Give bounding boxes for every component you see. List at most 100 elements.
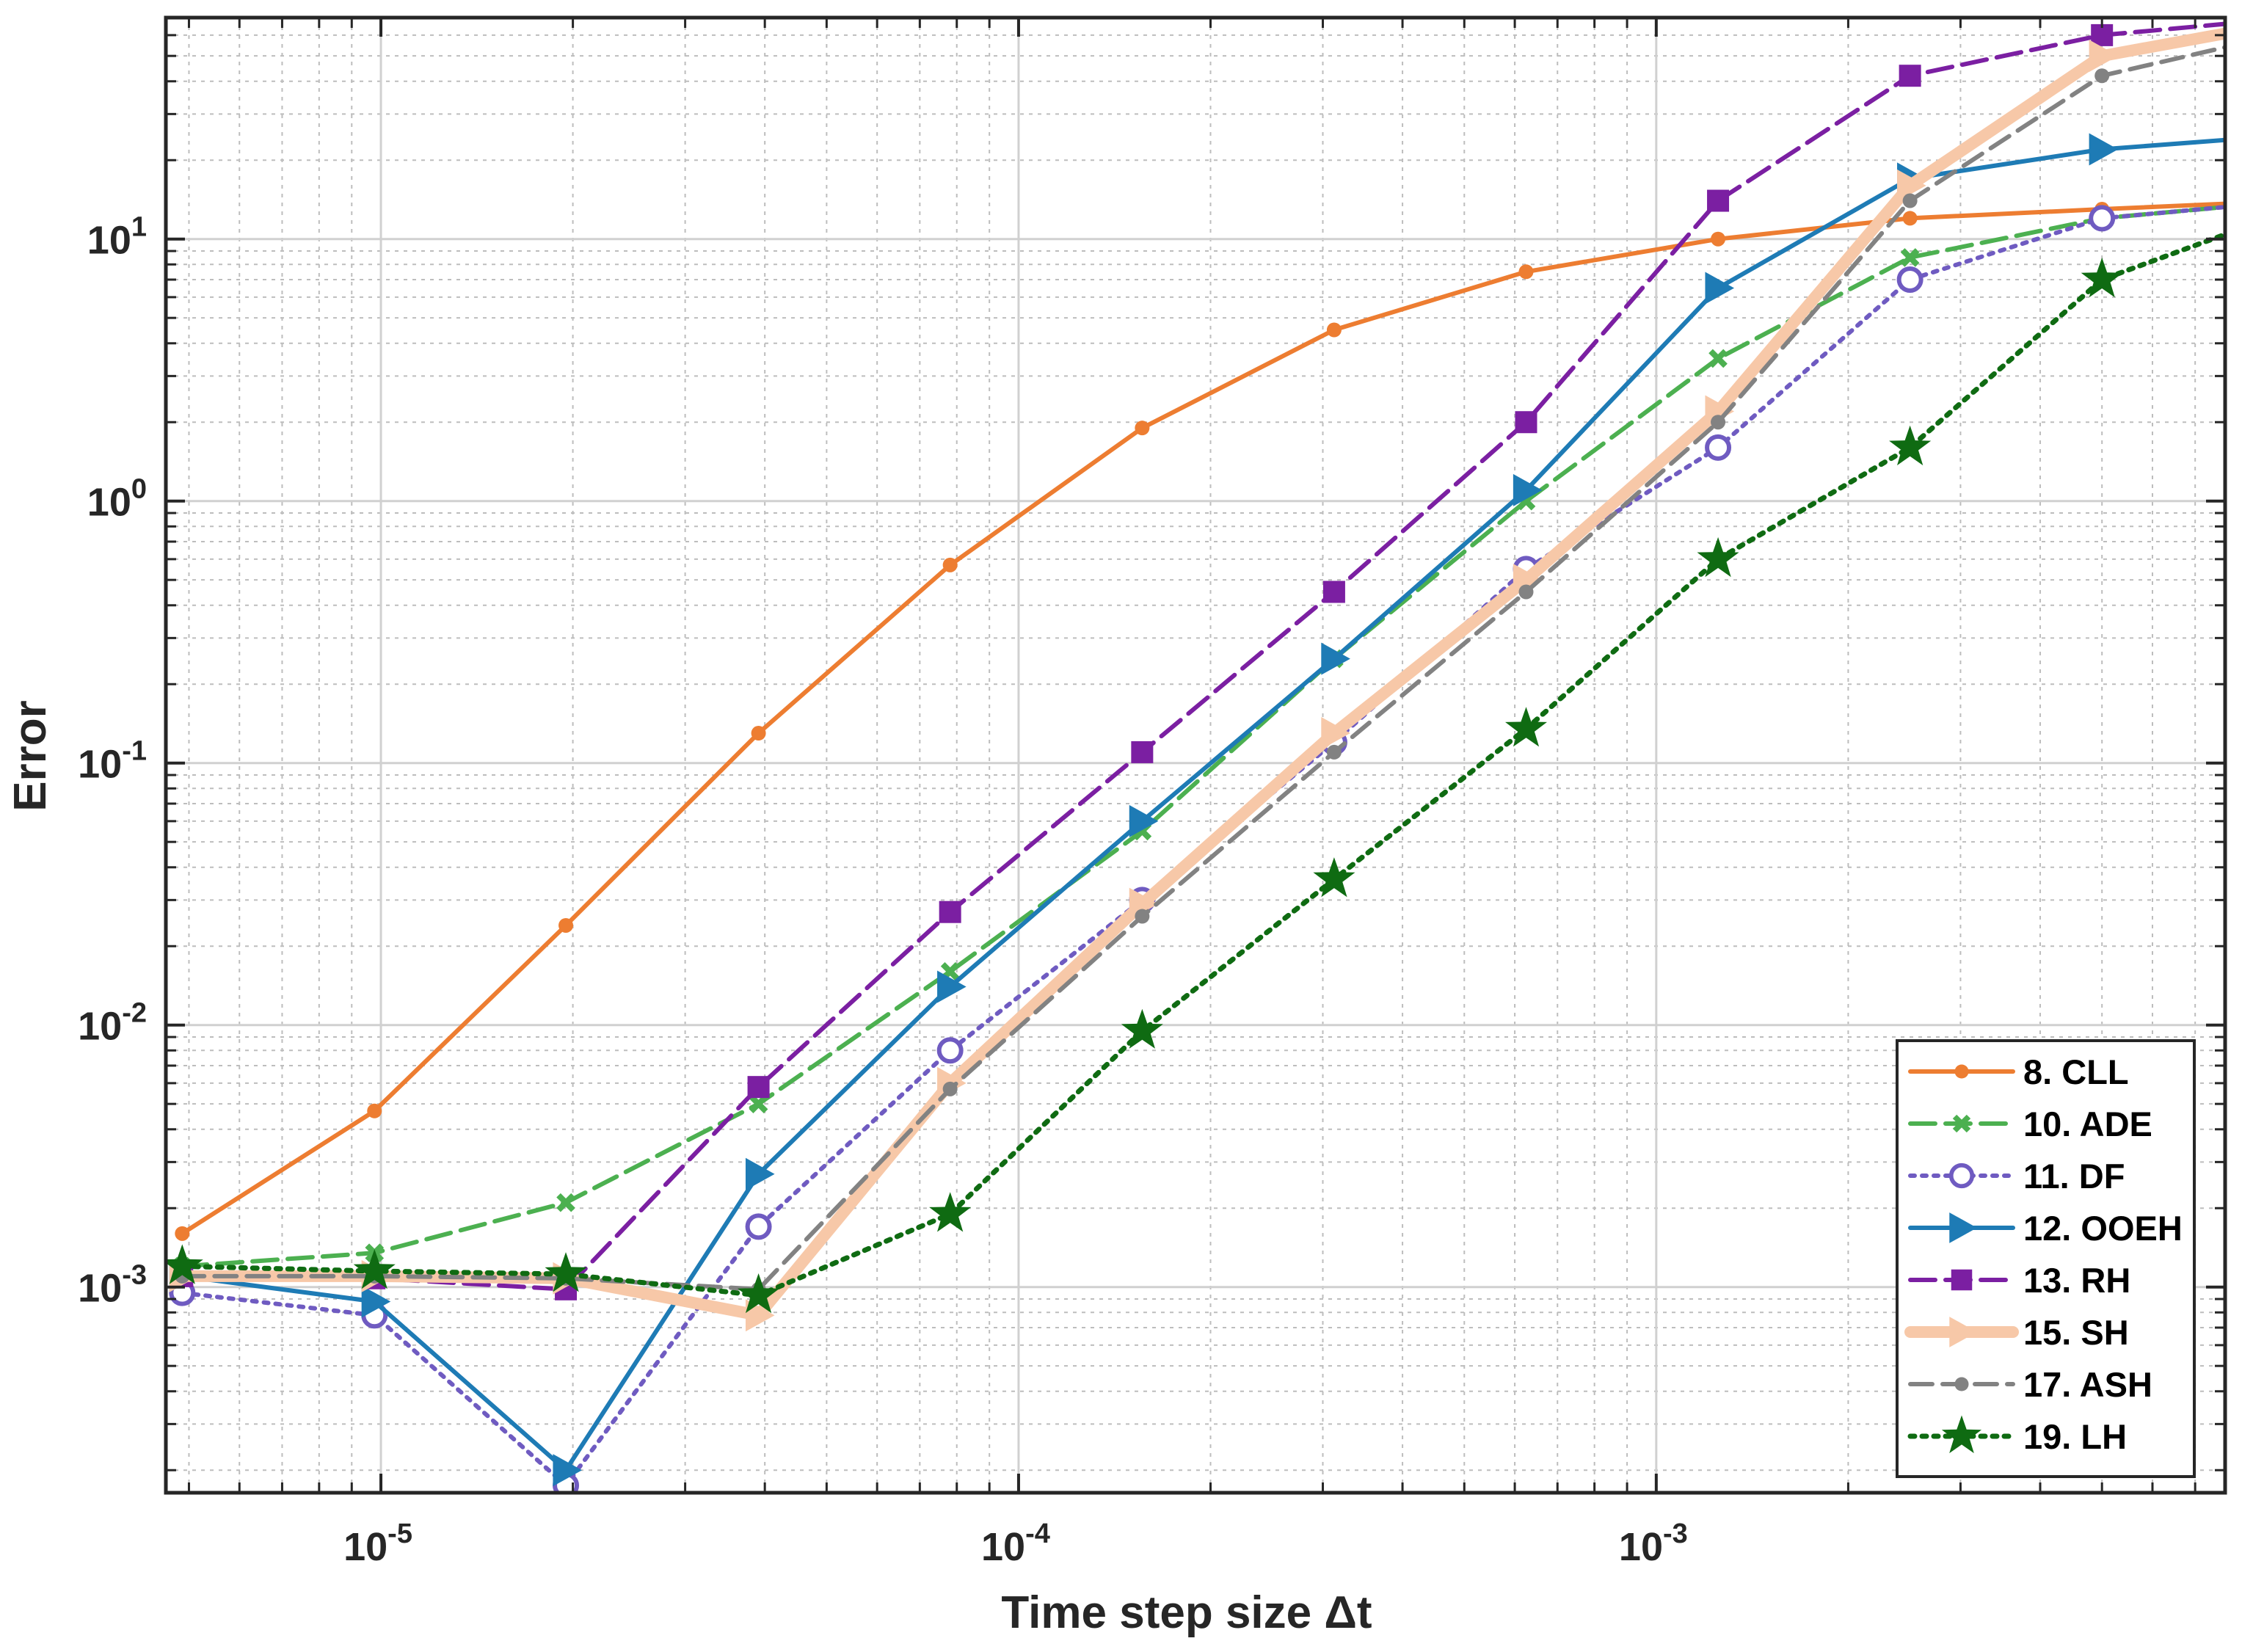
legend-label: 8. CLL — [2023, 1052, 2129, 1091]
data-point — [1954, 1064, 1969, 1079]
x-tick-label: 10-4 — [981, 1518, 1050, 1569]
data-point — [2094, 68, 2110, 84]
data-point — [1321, 642, 1350, 675]
data-point-stroke — [749, 1094, 768, 1113]
data-point — [1952, 1114, 1971, 1133]
data-point — [1129, 804, 1159, 837]
data-point — [1513, 473, 1543, 506]
legend-entry: 15. SH — [1904, 1313, 2129, 1352]
data-point — [361, 1285, 391, 1318]
series-line — [180, 205, 2225, 1269]
legend-box — [1896, 1039, 2196, 1478]
data-point — [749, 1094, 768, 1113]
data-point — [166, 1244, 203, 1284]
data-point — [553, 1454, 583, 1487]
series-layer — [166, 21, 2225, 1493]
series-line — [176, 27, 2225, 1322]
data-point — [1948, 1162, 1975, 1189]
plot-frame — [164, 15, 2227, 1495]
data-point — [1897, 169, 1926, 202]
data-point — [556, 1193, 575, 1212]
data-point — [1697, 536, 1739, 578]
data-point — [1322, 581, 1345, 603]
series-line — [179, 231, 2225, 1298]
legend-entry: 11. DF — [1908, 1157, 2125, 1196]
data-point — [751, 726, 766, 741]
legend-label: 19. LH — [2023, 1417, 2127, 1456]
data-point — [1518, 584, 1534, 600]
data-point — [558, 917, 574, 933]
data-point — [353, 1249, 396, 1289]
x-tick-label: 10-5 — [343, 1518, 412, 1569]
data-point — [1899, 65, 1921, 87]
data-point — [1705, 434, 1732, 461]
x-tick-labels: 10-5 10-4 10-3 — [343, 1518, 1688, 1569]
legend-label: 15. SH — [2023, 1313, 2129, 1352]
legend-label: 13. RH — [2023, 1261, 2130, 1300]
data-point — [745, 1213, 772, 1240]
legend-entry: 19. LH — [1907, 1415, 2127, 1456]
axis-ticks — [166, 16, 2225, 1493]
legend-label: 10. ADE — [2023, 1105, 2152, 1143]
data-point — [1711, 415, 1726, 430]
data-point — [2089, 205, 2116, 232]
data-point — [738, 1273, 780, 1314]
data-point — [939, 900, 961, 923]
data-point-stroke — [1708, 349, 1728, 368]
y-tick-label: 10-2 — [78, 998, 147, 1049]
legend: 8. CLL 10. ADE 11. DF 12. OOEH 13. RH 15. SH 1… — [1896, 1039, 2196, 1478]
data-point — [942, 1081, 958, 1096]
legend-entry: 12. OOEH — [1908, 1209, 2183, 1248]
data-point — [1902, 193, 1918, 208]
series-19-lh — [166, 231, 2225, 1314]
legend-entry: 8. CLL — [1908, 1052, 2129, 1091]
data-point — [1711, 231, 1726, 247]
data-point — [1896, 266, 1923, 293]
data-point — [1326, 744, 1342, 760]
legend-entry: 10. ADE — [1908, 1105, 2152, 1143]
data-point — [942, 557, 958, 572]
data-point — [1900, 248, 1920, 267]
series-line — [180, 137, 2225, 1473]
y-tick-label: 101 — [87, 212, 147, 263]
data-point — [1313, 857, 1355, 898]
data-point — [1708, 349, 1728, 368]
data-point — [747, 1076, 770, 1099]
data-point — [937, 970, 967, 1003]
data-point — [2089, 40, 2119, 73]
data-point — [175, 1226, 190, 1241]
legend-label: 11. DF — [2023, 1157, 2125, 1196]
data-point — [1321, 717, 1350, 750]
data-point — [1705, 272, 1735, 305]
series-line — [180, 201, 2225, 1236]
legend-label: 17. ASH — [2023, 1365, 2152, 1404]
data-point-stroke — [1900, 248, 1920, 267]
series-line — [180, 45, 2225, 1292]
legend-label: 12. OOEH — [2023, 1209, 2183, 1248]
data-point — [1135, 421, 1150, 436]
data-point — [1326, 322, 1342, 338]
y-tick-labels: 10-3 10-2 10-1 100 101 — [78, 212, 147, 1311]
data-point — [1951, 1269, 1973, 1291]
data-point — [745, 1157, 775, 1190]
data-point — [1518, 264, 1534, 280]
data-point — [1707, 189, 1730, 212]
data-point — [1889, 425, 1932, 466]
data-point — [1131, 741, 1154, 763]
data-point — [929, 1192, 972, 1232]
y-tick-label: 10-1 — [78, 736, 147, 787]
legend-entry: 13. RH — [1908, 1261, 2130, 1300]
y-tick-label: 100 — [87, 474, 147, 525]
x-tick-label: 10-3 — [1619, 1518, 1688, 1569]
data-point — [1941, 1415, 1982, 1454]
data-point — [1505, 707, 1547, 747]
x-axis-label: Time step size Δt — [1001, 1587, 1372, 1638]
data-point — [1515, 411, 1537, 434]
data-point — [936, 1037, 964, 1064]
data-point — [1902, 211, 1918, 226]
data-point — [1121, 1008, 1163, 1049]
data-point-stroke — [556, 1193, 575, 1212]
series-8-cll — [175, 201, 2225, 1241]
